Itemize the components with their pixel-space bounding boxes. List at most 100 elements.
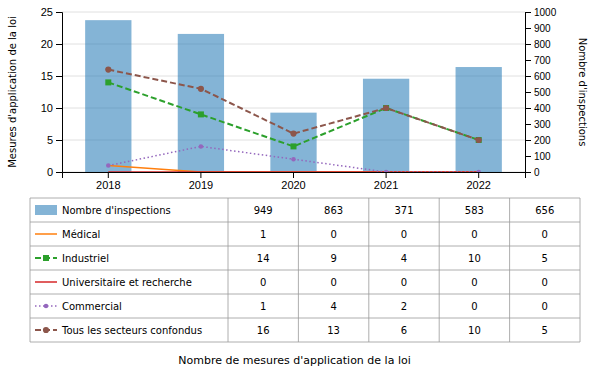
chart: 2018201920202021202205101520250100200300… xyxy=(0,0,589,381)
table-value: 10 xyxy=(468,325,481,336)
tick-label: 2019 xyxy=(189,179,213,191)
tick: 2021 xyxy=(374,172,398,191)
tick: 900 xyxy=(525,23,551,34)
table-value: 0 xyxy=(542,301,548,312)
legend-symbol xyxy=(35,281,57,283)
grid xyxy=(62,12,525,172)
marker xyxy=(476,137,482,143)
table-value: 0 xyxy=(471,229,477,240)
tick-label: 200 xyxy=(534,135,551,146)
tick-mark xyxy=(525,124,531,125)
legend-item: Universitaire et recherche xyxy=(35,277,192,288)
line xyxy=(108,171,478,172)
table-border xyxy=(580,198,581,342)
tick-label: 500 xyxy=(534,87,551,98)
table-value: 0 xyxy=(401,229,407,240)
tick-mark xyxy=(293,172,294,178)
tick-mark xyxy=(525,140,531,141)
grid-line xyxy=(62,12,525,13)
tick: 15 xyxy=(41,70,62,82)
table-value: 14 xyxy=(257,253,270,264)
tick-label: 0 xyxy=(47,166,53,178)
tick-label: 700 xyxy=(534,55,551,66)
table-border xyxy=(30,270,580,271)
tick-mark xyxy=(525,76,531,77)
legend-item: Industriel xyxy=(35,253,109,264)
tick-mark xyxy=(525,28,531,29)
table-value: 2 xyxy=(401,301,407,312)
tick-label: 5 xyxy=(47,134,53,146)
legend-item: Tous les secteurs confondus xyxy=(35,325,202,336)
legend-label: Médical xyxy=(62,229,100,240)
tick-label: 2021 xyxy=(374,179,398,191)
bar xyxy=(456,67,502,172)
marker xyxy=(476,137,482,143)
table-border xyxy=(30,318,580,319)
bar xyxy=(270,113,316,172)
marker xyxy=(199,144,204,149)
tick: 2020 xyxy=(281,172,305,191)
table-value: 6 xyxy=(401,325,407,336)
line-series xyxy=(106,144,481,172)
tick: 600 xyxy=(525,71,551,82)
tick-mark xyxy=(386,172,387,178)
axis-line xyxy=(56,13,63,173)
tick-mark xyxy=(525,12,531,13)
line xyxy=(108,70,478,140)
table-border xyxy=(30,342,580,343)
table-border xyxy=(368,198,369,342)
line xyxy=(108,146,478,172)
table-value: 0 xyxy=(260,277,266,288)
y-axis-title: Mesures d'application de la loi xyxy=(7,16,18,168)
legend-label: Nombre d'inspections xyxy=(62,205,171,216)
table-value: 10 xyxy=(468,253,481,264)
marker xyxy=(291,143,297,149)
line xyxy=(108,82,478,146)
tick: 400 xyxy=(525,103,551,114)
tick: 500 xyxy=(525,87,551,98)
y2-axis-title: Nombre d'inspections xyxy=(577,38,588,147)
table-value: 1 xyxy=(260,301,266,312)
legend-item: Médical xyxy=(35,229,100,240)
tick: 10 xyxy=(41,102,62,114)
tick: 25 xyxy=(41,6,62,18)
marker xyxy=(106,163,111,168)
x-axis-title: Nombre de mesures d'application de la lo… xyxy=(178,354,410,367)
marker xyxy=(291,157,296,162)
marker xyxy=(384,170,389,172)
line xyxy=(108,166,478,172)
table-value: 5 xyxy=(542,325,548,336)
table-border xyxy=(509,198,510,342)
tick: 200 xyxy=(525,135,551,146)
table-value: 0 xyxy=(471,301,477,312)
marker xyxy=(198,86,204,92)
tick-mark xyxy=(525,44,531,45)
table-value: 13 xyxy=(327,325,340,336)
table-value: 863 xyxy=(324,205,343,216)
tick: 2018 xyxy=(96,172,120,191)
tick-mark xyxy=(525,60,531,61)
legend-marker xyxy=(43,327,49,333)
tick: 0 xyxy=(525,167,540,178)
tick-mark xyxy=(56,108,62,109)
tick-mark xyxy=(56,172,62,173)
legend-item: Nombre d'inspections xyxy=(35,205,171,216)
tick-mark xyxy=(525,92,531,93)
table-border xyxy=(298,198,299,342)
data-table: Nombre d'inspections949863371583656Médic… xyxy=(30,198,580,342)
marker xyxy=(476,170,481,172)
legend-marker xyxy=(44,304,49,309)
tick-label: 25 xyxy=(41,6,53,18)
bar xyxy=(85,20,131,172)
table-value: 1 xyxy=(260,229,266,240)
table-value: 0 xyxy=(401,277,407,288)
table-border xyxy=(30,246,580,247)
tick: 2019 xyxy=(189,172,213,191)
tick-mark xyxy=(56,140,62,141)
tick-label: 1000 xyxy=(534,7,557,18)
table-value: 583 xyxy=(465,205,484,216)
bar xyxy=(363,79,409,172)
legend-label: Commercial xyxy=(62,301,122,312)
legend-label: Universitaire et recherche xyxy=(62,277,192,288)
marker xyxy=(105,79,111,85)
